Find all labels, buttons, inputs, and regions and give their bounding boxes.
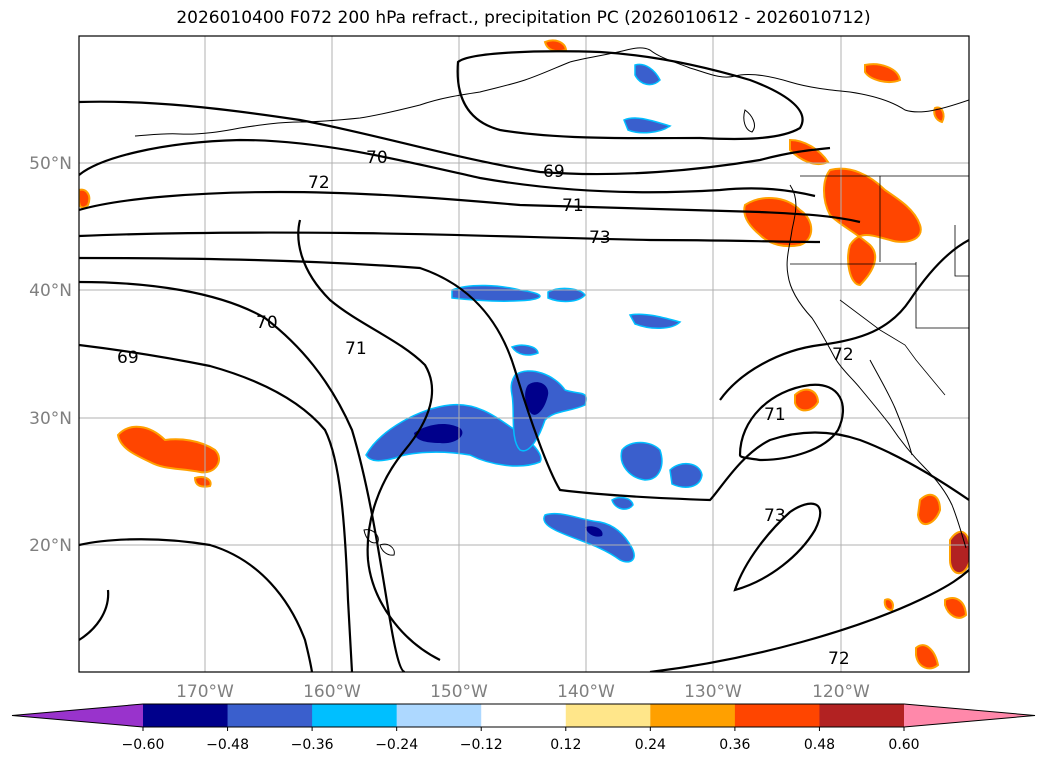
colorbar-extend-high bbox=[904, 704, 1035, 727]
contour-label: 72 bbox=[832, 345, 854, 365]
colorbar: −0.60 −0.48 −0.36 −0.24 −0.12 0.12 0.24 0.36 0.4… bbox=[11, 703, 1036, 753]
contour-71-north bbox=[79, 190, 861, 224]
contour-70-west bbox=[79, 280, 406, 672]
contour-72-se bbox=[649, 569, 969, 672]
lon-label: 170°W bbox=[176, 682, 234, 702]
precip-area bbox=[944, 597, 968, 619]
precip-area bbox=[543, 512, 635, 563]
precip-area bbox=[193, 476, 212, 488]
precip-area bbox=[79, 188, 91, 209]
precip-area bbox=[864, 63, 902, 83]
contour-label: 73 bbox=[764, 506, 786, 526]
precip-area bbox=[669, 463, 703, 488]
precip-area bbox=[794, 388, 820, 412]
contour-71-gyre bbox=[738, 383, 845, 462]
colorbar-tick-label: −0.60 bbox=[122, 737, 165, 753]
figure-title: 2026010400 F072 200 hPa refract., precip… bbox=[176, 8, 871, 28]
contour-label: 70 bbox=[256, 313, 278, 333]
contour-label: 73 bbox=[589, 228, 611, 248]
colorbar-tick-label: −0.36 bbox=[291, 737, 334, 753]
precip-area bbox=[547, 287, 586, 303]
precip-area bbox=[883, 598, 894, 612]
precip-area bbox=[789, 138, 830, 166]
colorbar-tick-label: 0.48 bbox=[804, 737, 835, 753]
lat-label: 30°N bbox=[29, 409, 72, 429]
latitude-axis: 50°N 40°N 30°N 20°N bbox=[29, 154, 72, 556]
contour-label: 71 bbox=[345, 339, 367, 359]
contour-label: 72 bbox=[828, 649, 850, 669]
contour-outer-se bbox=[719, 239, 969, 401]
contour-label-group: 70 69 72 71 73 70 71 69 72 71 73 72 bbox=[117, 148, 854, 669]
precip-area bbox=[585, 526, 603, 537]
contour-label: 70 bbox=[366, 148, 388, 168]
contour-lines bbox=[79, 50, 969, 672]
contour-72-loop bbox=[79, 256, 969, 502]
precip-area bbox=[634, 63, 661, 86]
precip-positive-areas bbox=[79, 39, 969, 670]
precip-area bbox=[510, 344, 539, 356]
colorbar-tick-label: 0.36 bbox=[719, 737, 750, 753]
precip-area bbox=[510, 370, 587, 452]
precip-area bbox=[628, 313, 682, 329]
contour-72-gulf bbox=[456, 50, 804, 141]
colorbar-segment bbox=[396, 704, 482, 727]
precip-area bbox=[543, 39, 568, 53]
colorbar-segment bbox=[565, 704, 651, 727]
precip-area bbox=[916, 493, 942, 525]
map-frame bbox=[78, 35, 970, 673]
contour-sw-arc bbox=[79, 589, 110, 641]
contour-73-south bbox=[733, 502, 822, 592]
colorbar-tick-label: 0.12 bbox=[550, 737, 581, 753]
contour-label: 72 bbox=[308, 173, 330, 193]
colorbar-segment bbox=[143, 704, 229, 727]
contour-70-north bbox=[79, 138, 816, 198]
contour-label: 71 bbox=[764, 405, 786, 425]
precip-area bbox=[915, 644, 940, 670]
contour-71-west bbox=[297, 219, 441, 661]
contour-73-north bbox=[79, 231, 821, 244]
contour-69-north bbox=[79, 100, 831, 176]
colorbar-segment bbox=[481, 704, 567, 727]
colorbar-segment bbox=[312, 704, 398, 727]
colorbar-tick-label: −0.12 bbox=[460, 737, 503, 753]
precip-area bbox=[823, 167, 922, 287]
precip-area bbox=[525, 382, 549, 415]
precip-area bbox=[116, 425, 220, 474]
lat-label: 50°N bbox=[29, 154, 72, 174]
precip-area bbox=[611, 496, 634, 510]
precip-area bbox=[949, 530, 969, 575]
colorbar-tick-label: −0.24 bbox=[375, 737, 418, 753]
contour-72-south bbox=[79, 538, 314, 672]
colorbar-segment bbox=[227, 704, 313, 727]
lon-label: 150°W bbox=[430, 682, 488, 702]
contour-label: 69 bbox=[117, 348, 139, 368]
lon-label: 140°W bbox=[557, 682, 615, 702]
colorbar-segment bbox=[650, 704, 736, 727]
precip-area bbox=[414, 423, 463, 444]
lat-label: 40°N bbox=[29, 281, 72, 301]
precip-area bbox=[620, 441, 663, 481]
colorbar-tick-label: −0.48 bbox=[206, 737, 249, 753]
colorbar-tick-label: 0.60 bbox=[888, 737, 919, 753]
colorbar-segment bbox=[819, 704, 905, 727]
coastlines bbox=[134, 47, 969, 556]
precip-negative-areas bbox=[365, 63, 703, 563]
colorbar-segment bbox=[734, 704, 820, 727]
colorbar-tick-label: 0.24 bbox=[635, 737, 666, 753]
lon-label: 160°W bbox=[303, 682, 361, 702]
contour-69-west bbox=[79, 343, 354, 672]
precip-area bbox=[743, 197, 813, 248]
longitude-axis: 170°W 160°W 150°W 140°W 130°W 120°W bbox=[176, 682, 870, 702]
political-borders bbox=[790, 175, 969, 396]
contour-label: 71 bbox=[562, 196, 584, 216]
contour-label: 69 bbox=[543, 162, 565, 182]
lat-label: 20°N bbox=[29, 536, 72, 556]
lon-label: 130°W bbox=[684, 682, 742, 702]
colorbar-extend-low bbox=[12, 704, 143, 727]
lon-label: 120°W bbox=[812, 682, 870, 702]
precip-area bbox=[451, 284, 541, 303]
precip-area bbox=[623, 117, 672, 134]
map-area bbox=[79, 36, 969, 672]
